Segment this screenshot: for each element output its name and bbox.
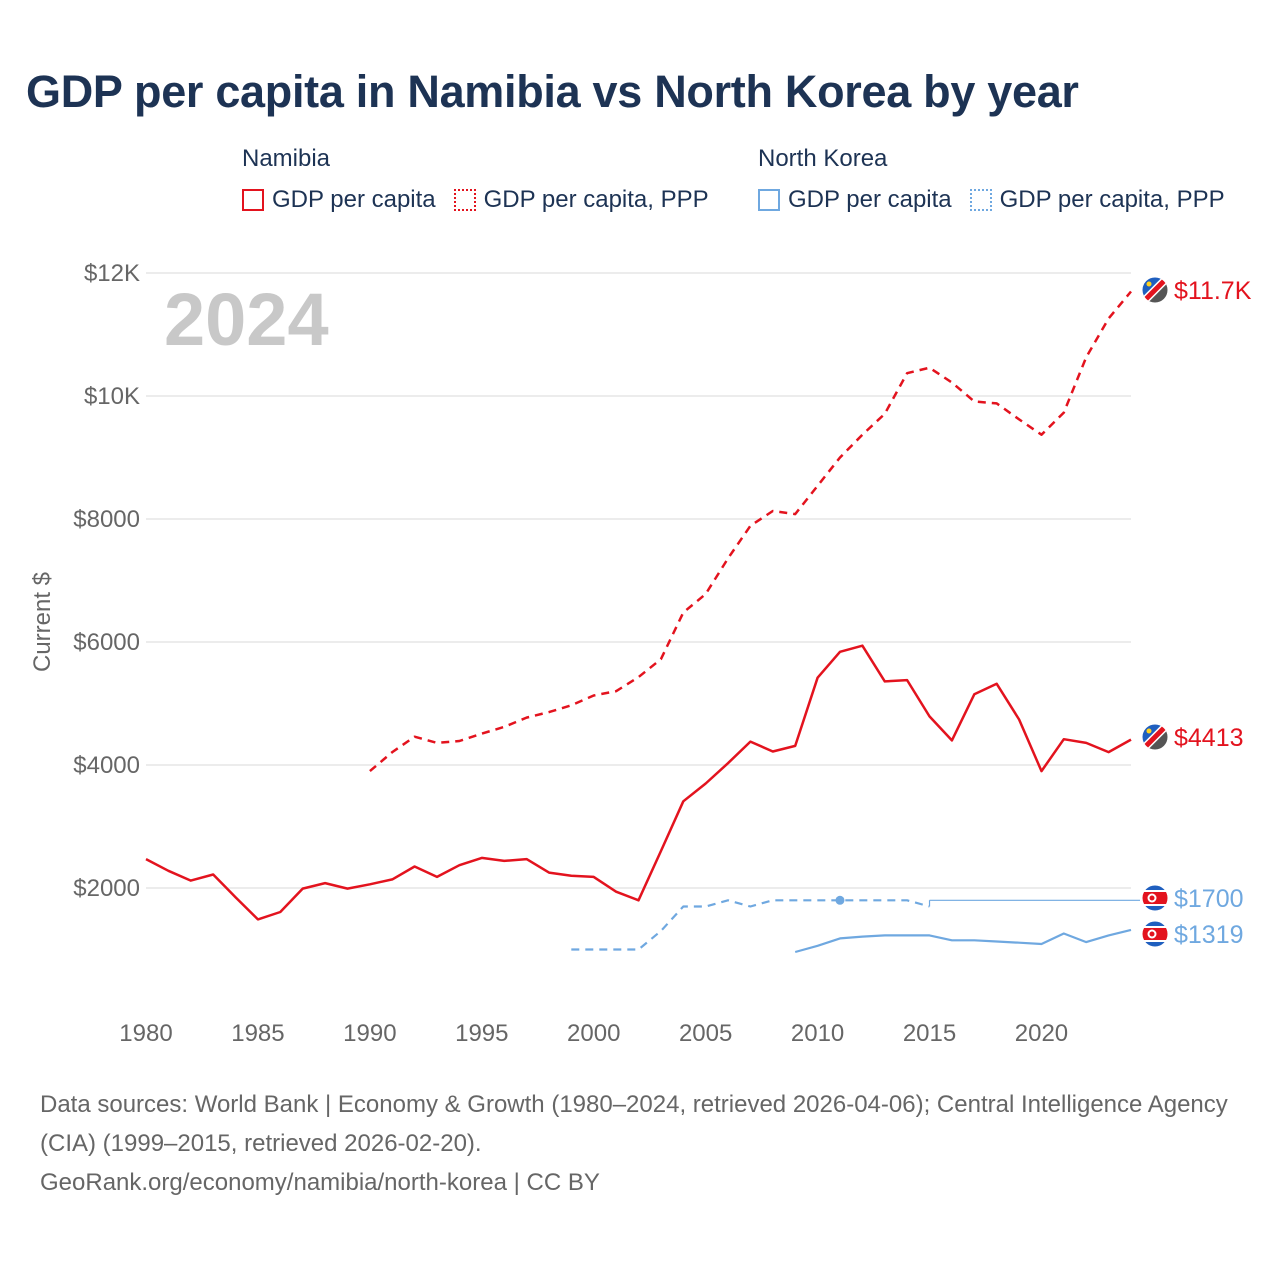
highlight-point[interactable] (835, 895, 845, 905)
legend-swatch-dotted-icon (969, 189, 992, 211)
credit-link[interactable]: GeoRank.org/economy/namibia/north-korea … (40, 1169, 600, 1196)
series-end-label: $11.7K (1174, 277, 1252, 305)
y-tick-label: $4000 (73, 752, 140, 779)
x-tick-label: 2020 (1015, 1020, 1068, 1047)
data-sources: Data sources: World Bank | Economy & Gro… (40, 1091, 1228, 1157)
north-korea-flag-icon (1141, 920, 1169, 948)
y-tick-label: $8000 (73, 506, 140, 533)
series-line-north_korea-solid[interactable] (794, 928, 1132, 954)
series-line-namibia-solid[interactable] (145, 644, 1132, 921)
legend-group-namibia: Namibia GDP per capita GDP per capita, P… (242, 144, 727, 214)
y-tick-label: $10K (84, 383, 140, 410)
legend-swatch-solid-icon (758, 189, 780, 211)
namibia-flag-icon (1141, 276, 1169, 304)
legend-group-name: Namibia (242, 145, 331, 172)
series-line-namibia-dashed[interactable] (369, 290, 1132, 773)
namibia-flag-icon (1141, 723, 1169, 751)
legend-label: GDP per capita, PPP (483, 186, 709, 213)
legend-label: GDP per capita (272, 186, 436, 213)
legend-item-north-korea-ppp[interactable]: GDP per capita, PPP (969, 186, 1225, 214)
line-chart: 2024 Current $ $2000 $4000 $6000 $8000 $10K $… (29, 260, 1252, 1047)
legend-item-namibia-ppp[interactable]: GDP per capita, PPP (453, 186, 709, 214)
series-end-label: $1319 (1174, 921, 1244, 949)
north-korea-flag-icon (1141, 884, 1169, 912)
chart-title: GDP per capita in Namibia vs North Korea… (26, 66, 1079, 117)
y-tick-label: $2000 (73, 875, 140, 902)
x-tick-label: 1980 (119, 1020, 172, 1047)
x-tick-label: 1995 (455, 1020, 508, 1047)
x-tick-label: 1990 (343, 1020, 396, 1047)
series-end-label: $4413 (1174, 724, 1244, 752)
series-end-label: $1700 (1174, 885, 1244, 913)
legend-item-north-korea-gdp[interactable]: GDP per capita (758, 186, 952, 214)
legend-swatch-dotted-icon (453, 189, 476, 211)
legend-swatch-solid-icon (242, 189, 264, 211)
y-axis-label: Current $ (29, 572, 56, 672)
legend-label: GDP per capita, PPP (999, 186, 1225, 213)
legend-group-north-korea: North Korea GDP per capita GDP per capit… (758, 144, 1243, 214)
y-tick-label: $12K (84, 260, 140, 287)
x-tick-label: 2010 (791, 1020, 844, 1047)
series-line-north_korea-dashed[interactable] (571, 899, 930, 951)
x-tick-label: 2005 (679, 1020, 732, 1047)
x-tick-label: 2015 (903, 1020, 956, 1047)
legend-label: GDP per capita (788, 186, 952, 213)
year-watermark: 2024 (164, 278, 329, 361)
legend-group-name: North Korea (758, 145, 888, 172)
x-tick-label: 1985 (231, 1020, 284, 1047)
footer: Data sources: World Bank | Economy & Gro… (40, 1085, 1250, 1202)
legend-item-namibia-gdp[interactable]: GDP per capita (242, 186, 436, 214)
x-tick-label: 2000 (567, 1020, 620, 1047)
y-tick-label: $6000 (73, 629, 140, 656)
